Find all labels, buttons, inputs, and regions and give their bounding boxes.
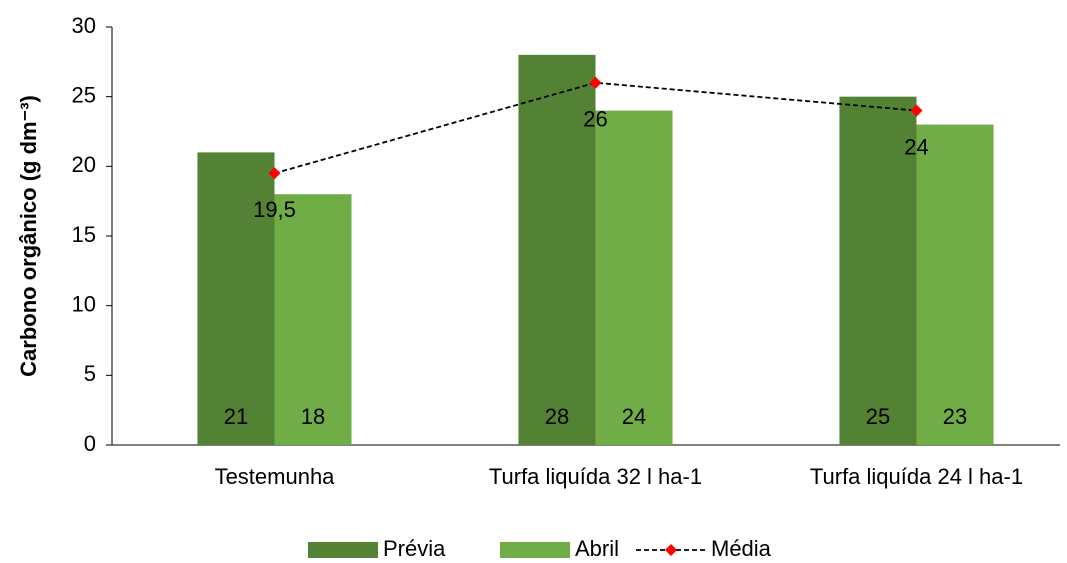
y-tick-label: 25	[72, 82, 96, 107]
x-tick-label: Turfa liquída 32 l ha-1	[489, 464, 702, 489]
data-label: 26	[583, 107, 607, 132]
line	[274, 81, 917, 175]
x-tick-label: Turfa liquída 24 l ha-1	[810, 464, 1023, 489]
legend-label: Abril	[575, 536, 619, 561]
y-tick-label: 30	[72, 13, 96, 38]
data-label: 24	[904, 134, 928, 159]
bar	[595, 110, 673, 445]
data-label: 21	[224, 404, 248, 429]
y-tick-label: 0	[84, 431, 96, 456]
y-tick-label: 5	[84, 361, 96, 386]
marker	[268, 167, 281, 180]
legend-marker	[665, 544, 677, 556]
marker	[910, 104, 923, 117]
x-tick-label: Testemunha	[215, 464, 336, 489]
data-label: 23	[943, 404, 967, 429]
legend-swatch	[308, 542, 378, 558]
bar	[197, 152, 275, 445]
y-tick-label: 20	[72, 152, 96, 177]
data-label: 18	[301, 404, 325, 429]
legend-label: Prévia	[383, 536, 446, 561]
bar	[518, 54, 596, 445]
data-label: 24	[622, 404, 646, 429]
data-label: 25	[866, 404, 890, 429]
bar	[274, 194, 352, 445]
y-axis-title: Carbono orgânico (g dm⁻³)	[16, 95, 41, 377]
data-label: 19,5	[253, 197, 296, 222]
data-label: 28	[545, 404, 569, 429]
marker	[589, 76, 602, 89]
bar	[839, 96, 917, 446]
legend-label: Média	[711, 536, 772, 561]
y-tick-label: 15	[72, 222, 96, 247]
legend-swatch	[500, 542, 570, 558]
bar	[916, 124, 994, 446]
y-tick-label: 10	[72, 291, 96, 316]
